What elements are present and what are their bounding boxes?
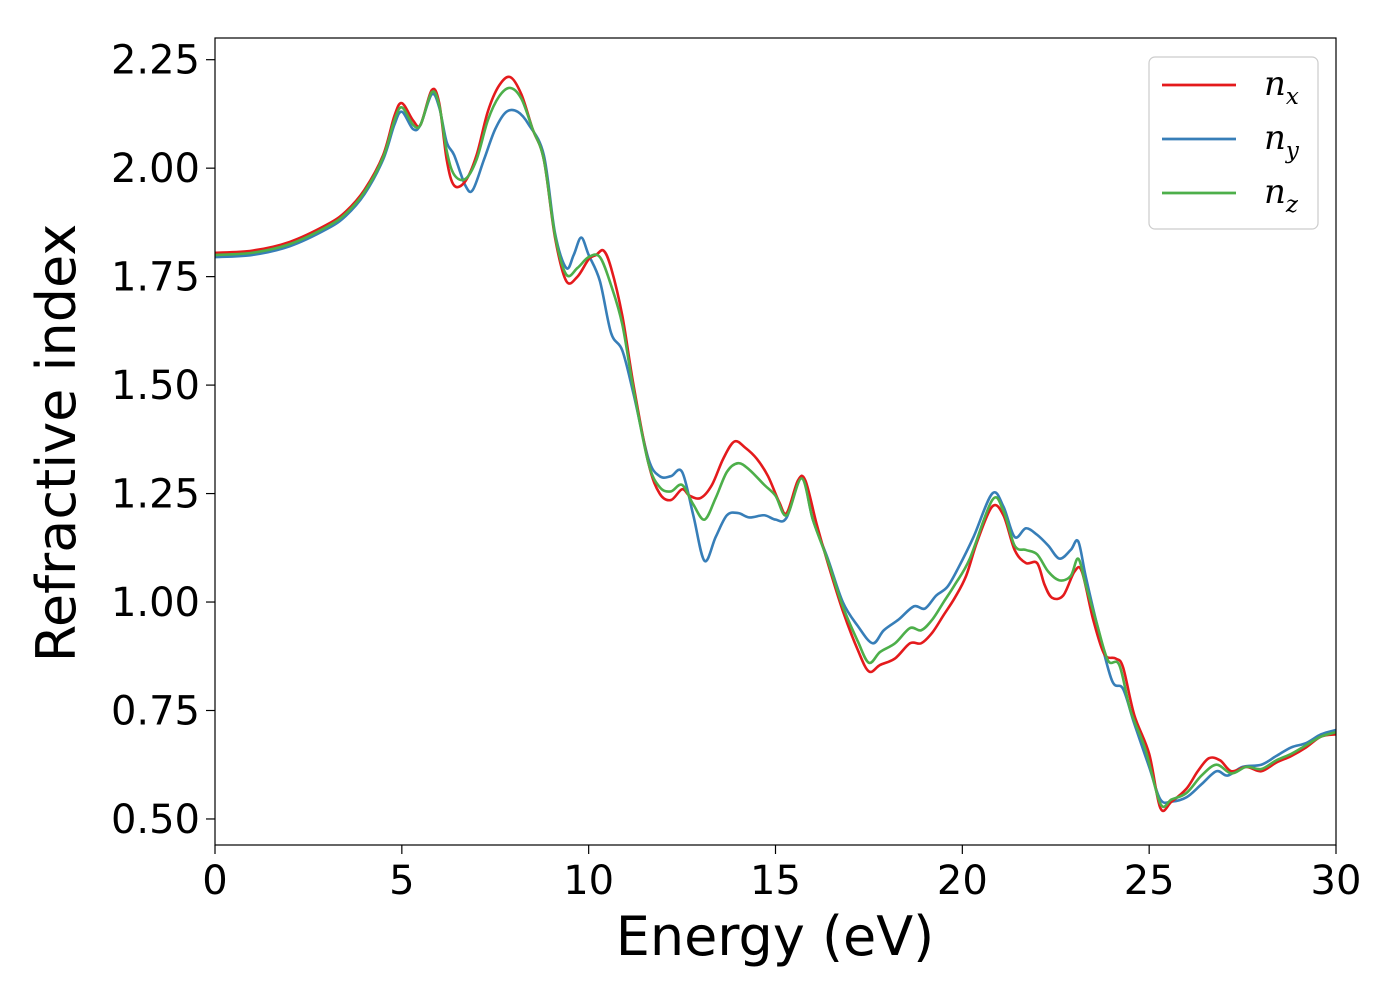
series-line-n-z (215, 86, 1336, 809)
legend-box (1148, 56, 1319, 230)
y-tick-label: 1.25 (111, 472, 200, 518)
ticks-layer: 0 5 10 15 20 25 30 0.50 0.75 1.00 1.25 1.50 1.75 2.00… (111, 38, 1362, 904)
x-tick-label: 30 (1311, 858, 1362, 904)
x-axis-title: Energy (eV) (616, 905, 935, 968)
legend-label-x: nx (1264, 64, 1299, 110)
y-tick-label: 0.50 (111, 797, 200, 843)
series-layer (215, 75, 1336, 813)
x-tick-label: 15 (750, 858, 801, 904)
x-tick-label: 20 (937, 858, 988, 904)
x-tick-label: 5 (389, 858, 414, 904)
y-tick-label: 0.75 (111, 689, 200, 735)
y-tick-label: 2.00 (111, 146, 200, 192)
y-tick-label: 1.00 (111, 580, 200, 626)
x-tick-label: 25 (1124, 858, 1175, 904)
legend-label-y: ny (1264, 118, 1300, 164)
y-tick-label: 1.75 (111, 255, 200, 301)
x-tick-label: 0 (202, 858, 227, 904)
x-tick-label: 10 (563, 858, 614, 904)
y-tick-label: 1.50 (111, 363, 200, 409)
legend-items: nx ny nz (1162, 64, 1300, 218)
legend: nx ny nz (1148, 56, 1319, 230)
y-tick-label: 2.25 (111, 38, 200, 84)
legend-label-z: nz (1264, 172, 1299, 218)
y-axis-title: Refractive index (25, 224, 88, 663)
